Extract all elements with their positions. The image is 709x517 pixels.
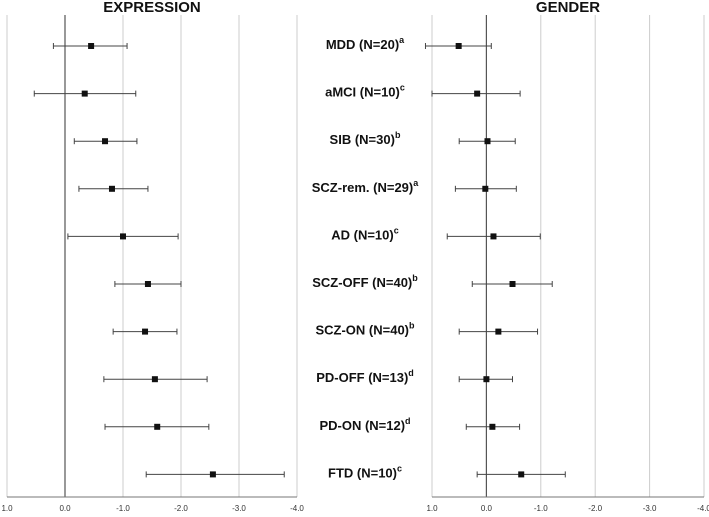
point-estimate [144, 281, 151, 287]
x-tick-label: 1.0 [426, 504, 438, 513]
x-tick-label: -1.0 [534, 504, 548, 513]
point-estimate [474, 90, 481, 97]
x-tick-label: -3.0 [232, 504, 246, 513]
category-label: PD-OFF (N=13)d [316, 369, 414, 386]
x-tick-label: -3.0 [643, 504, 657, 513]
point-estimate [489, 423, 496, 430]
point-estimate [88, 43, 95, 49]
category-superscript: d [408, 369, 414, 379]
category-superscript: b [412, 273, 418, 283]
point-estimate [81, 90, 88, 97]
x-tick-label: -2.0 [588, 504, 602, 513]
x-tick-label: -1.0 [116, 504, 130, 513]
category-superscript: a [413, 178, 419, 188]
category-name: SCZ-OFF (N=40) [312, 275, 412, 290]
category-name: PD-OFF (N=13) [316, 371, 408, 386]
category-superscript: d [405, 416, 411, 426]
category-superscript: b [395, 131, 401, 141]
category-name: PD-ON (N=12) [319, 418, 405, 433]
category-name: FTD (N=10) [328, 466, 397, 481]
category-label: SIB (N=30)b [330, 131, 401, 148]
category-label: FTD (N=10)c [328, 464, 402, 481]
x-tick-label: 1.0 [1, 504, 13, 513]
category-label: MDD (N=20)a [326, 35, 405, 52]
point-estimate [154, 423, 161, 430]
point-estimate [108, 185, 115, 192]
panel-title: GENDER [536, 0, 600, 16]
category-label: aMCI (N=10)c [325, 83, 405, 100]
category-name: MDD (N=20) [326, 37, 399, 52]
panel-title: EXPRESSION [103, 0, 201, 16]
category-label: SCZ-OFF (N=40)b [312, 273, 418, 290]
point-estimate [102, 138, 109, 145]
x-tick-label: -4.0 [290, 504, 304, 513]
point-estimate [209, 471, 216, 478]
point-estimate [483, 376, 490, 383]
category-name: AD (N=10) [331, 228, 394, 243]
x-tick-label: -2.0 [174, 504, 188, 513]
category-label: SCZ-ON (N=40)b [315, 321, 415, 338]
category-name: SCZ-ON (N=40) [315, 323, 409, 338]
category-superscript: c [394, 226, 399, 236]
category-superscript: c [400, 83, 405, 93]
x-tick-label: 0.0 [481, 504, 493, 513]
category-label: PD-ON (N=12)d [319, 416, 410, 433]
point-estimate [490, 233, 497, 240]
category-label: AD (N=10)c [331, 226, 399, 243]
category-name: aMCI (N=10) [325, 85, 400, 100]
point-estimate [518, 471, 525, 478]
category-name: SIB (N=30) [330, 133, 395, 148]
category-label: SCZ-rem. (N=29)a [312, 178, 420, 195]
point-estimate [482, 185, 489, 192]
point-estimate [142, 328, 149, 335]
point-estimate [484, 138, 491, 145]
point-estimate [151, 376, 158, 383]
x-tick-label: -4.0 [697, 504, 709, 513]
point-estimate [509, 281, 516, 287]
category-superscript: b [409, 321, 415, 331]
point-estimate [495, 328, 502, 335]
point-estimate [455, 43, 462, 49]
category-superscript: a [399, 35, 405, 45]
category-superscript: c [397, 464, 402, 474]
category-name: SCZ-rem. (N=29) [312, 180, 414, 195]
point-estimate [120, 233, 126, 240]
x-tick-label: 0.0 [59, 504, 71, 513]
